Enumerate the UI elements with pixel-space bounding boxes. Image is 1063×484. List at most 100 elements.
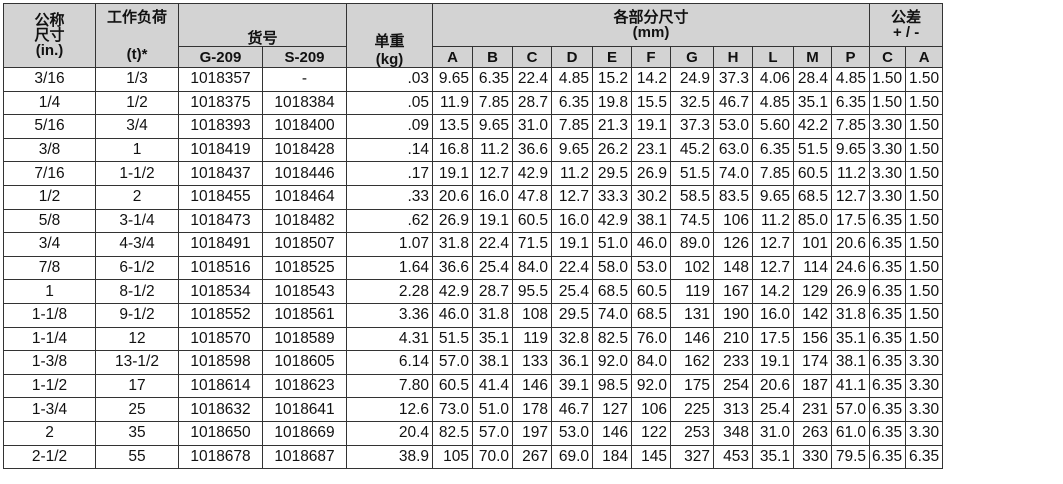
table-cell: 42.9 (592, 208, 632, 234)
table-cell: 31.8 (472, 302, 513, 328)
table-cell: 16.0 (472, 184, 513, 210)
table-cell: 1018598 (178, 350, 263, 375)
table-cell: 1018570 (178, 326, 263, 352)
table-cell: 42.9 (512, 161, 552, 186)
header-working-load: 工作负荷 (t)* (95, 3, 179, 68)
table-cell: 13-1/2 (95, 350, 179, 375)
table-cell: 7.80 (346, 373, 433, 399)
table-cell: 61.0 (831, 420, 870, 446)
table-cell: 33.3 (592, 184, 632, 210)
table-row: 1-3/8 13-1/2 1018598 1018605 6.14 57.0 38.1 133… (3, 350, 944, 375)
table-cell: 25 (95, 397, 179, 422)
table-cell: 51.0 (592, 232, 632, 257)
table-cell: 1.50 (905, 137, 944, 163)
table-cell: 36.1 (551, 350, 593, 375)
table-row: 1/4 1/2 1018375 1018384.05 11.9 7.85 28.7 6.35 1… (3, 90, 944, 116)
table-cell: 12.7 (472, 161, 513, 186)
table-cell: 3/4 (3, 232, 96, 257)
table-cell: 267 (512, 444, 552, 470)
table-cell: 3.30 (868, 161, 907, 186)
table-cell: 15.5 (631, 90, 671, 116)
table-cell: 37.3 (713, 67, 753, 92)
table-cell: 26.9 (432, 208, 473, 234)
table-cell: 210 (713, 326, 753, 352)
table-cell: 57.0 (472, 420, 513, 446)
header-weight: 单重 (kg) (346, 3, 433, 68)
table-cell: 330 (793, 444, 832, 470)
table-cell: 60.5 (432, 373, 473, 399)
table-cell: 1.50 (905, 232, 944, 257)
table-cell: 5.60 (752, 114, 794, 139)
table-cell: 4.85 (551, 67, 593, 92)
table-cell: 3.30 (905, 350, 944, 375)
table-cell: 25.4 (752, 397, 794, 422)
shackle-spec-table: 公称 尺寸 (in.) 工作负荷 (t)* 货号 单重 (kg) 各部分尺寸 (… (3, 3, 944, 470)
header-text: 公称 (34, 12, 65, 29)
table-cell: 263 (793, 420, 832, 446)
table-cell: 6-1/2 (95, 255, 179, 281)
table-cell: 1.07 (346, 232, 433, 257)
table-cell: 9-1/2 (95, 302, 179, 328)
table-row: 1-3/4 25 1018632 1018641 12.6 73.0 51.0 178 46.7… (3, 397, 944, 422)
table-cell: 6.35 (752, 137, 794, 163)
table-row: 3/8 1 1018419 1018428.14 16.8 11.2 36.6 9.65 26.… (3, 137, 944, 163)
table-cell: 3/8 (3, 137, 96, 163)
table-cell: 45.2 (670, 137, 714, 163)
table-cell: 1-3/4 (3, 397, 96, 422)
table-cell: 21.3 (592, 114, 632, 139)
table-row: 2-1/2 55 1018678 1018687 38.9 105 70.0 267 69.0 1… (3, 444, 944, 470)
table-cell: 348 (713, 420, 753, 446)
table-cell: 1018393 (178, 114, 263, 139)
table-cell: 74.0 (713, 161, 753, 186)
table-cell: 1018687 (262, 444, 347, 470)
table-cell: 22.4 (551, 255, 593, 281)
table-cell: 89.0 (670, 232, 714, 257)
header-tolerance: 公差 + / - (868, 3, 944, 47)
header-dimensions: 各部分尺寸 (mm) (432, 3, 870, 47)
table-cell: 55 (95, 444, 179, 470)
table-cell: .33 (346, 184, 433, 210)
table-cell: 7.85 (752, 161, 794, 186)
table-cell: .03 (346, 67, 433, 92)
table-cell: 25.4 (472, 255, 513, 281)
header-part-no-col: G-209 (178, 46, 263, 68)
table-cell: 127 (592, 397, 632, 422)
table-cell: 1018446 (262, 161, 347, 186)
table-cell: 38.1 (831, 350, 870, 375)
table-cell: 1018482 (262, 208, 347, 234)
table-cell: 69.0 (551, 444, 593, 470)
table-row: 1 8-1/2 1018534 1018543 2.28 42.9 28.7 95.5 25.4… (3, 279, 944, 304)
table-row: 1/2 2 1018455 1018464.33 20.6 16.0 47.8 12.7 33.… (3, 184, 944, 210)
table-cell: 16.0 (551, 208, 593, 234)
table-cell: 32.5 (670, 90, 714, 116)
table-cell: 68.5 (793, 184, 832, 210)
table-cell: 129 (793, 279, 832, 304)
table-cell: 28.4 (793, 67, 832, 92)
table-cell: 122 (631, 420, 671, 446)
table-cell: 1018534 (178, 279, 263, 304)
table-cell: 51.5 (793, 137, 832, 163)
table-cell: 92.0 (631, 373, 671, 399)
table-cell: 11.2 (472, 137, 513, 163)
table-cell: 156 (793, 326, 832, 352)
table-cell: 1018419 (178, 137, 263, 163)
table-cell: 7.85 (472, 90, 513, 116)
table-cell: 12.7 (752, 255, 794, 281)
table-cell: 119 (670, 279, 714, 304)
header-dimension-col: G (670, 46, 714, 68)
header-dimension-col: P (831, 46, 870, 68)
table-cell: 17.5 (831, 208, 870, 234)
header-text: 尺寸 (34, 27, 65, 44)
table-cell: 36.6 (512, 137, 552, 163)
table-cell: 60.5 (793, 161, 832, 186)
table-cell: 19.8 (592, 90, 632, 116)
table-cell: 174 (793, 350, 832, 375)
table-cell: 1018525 (262, 255, 347, 281)
table-cell: 36.6 (432, 255, 473, 281)
table-cell: 51.5 (432, 326, 473, 352)
table-cell: 4.85 (752, 90, 794, 116)
table-cell: 7.85 (551, 114, 593, 139)
table-cell: 6.35 (868, 326, 907, 352)
table-cell: 6.35 (868, 208, 907, 234)
table-cell: 68.5 (592, 279, 632, 304)
